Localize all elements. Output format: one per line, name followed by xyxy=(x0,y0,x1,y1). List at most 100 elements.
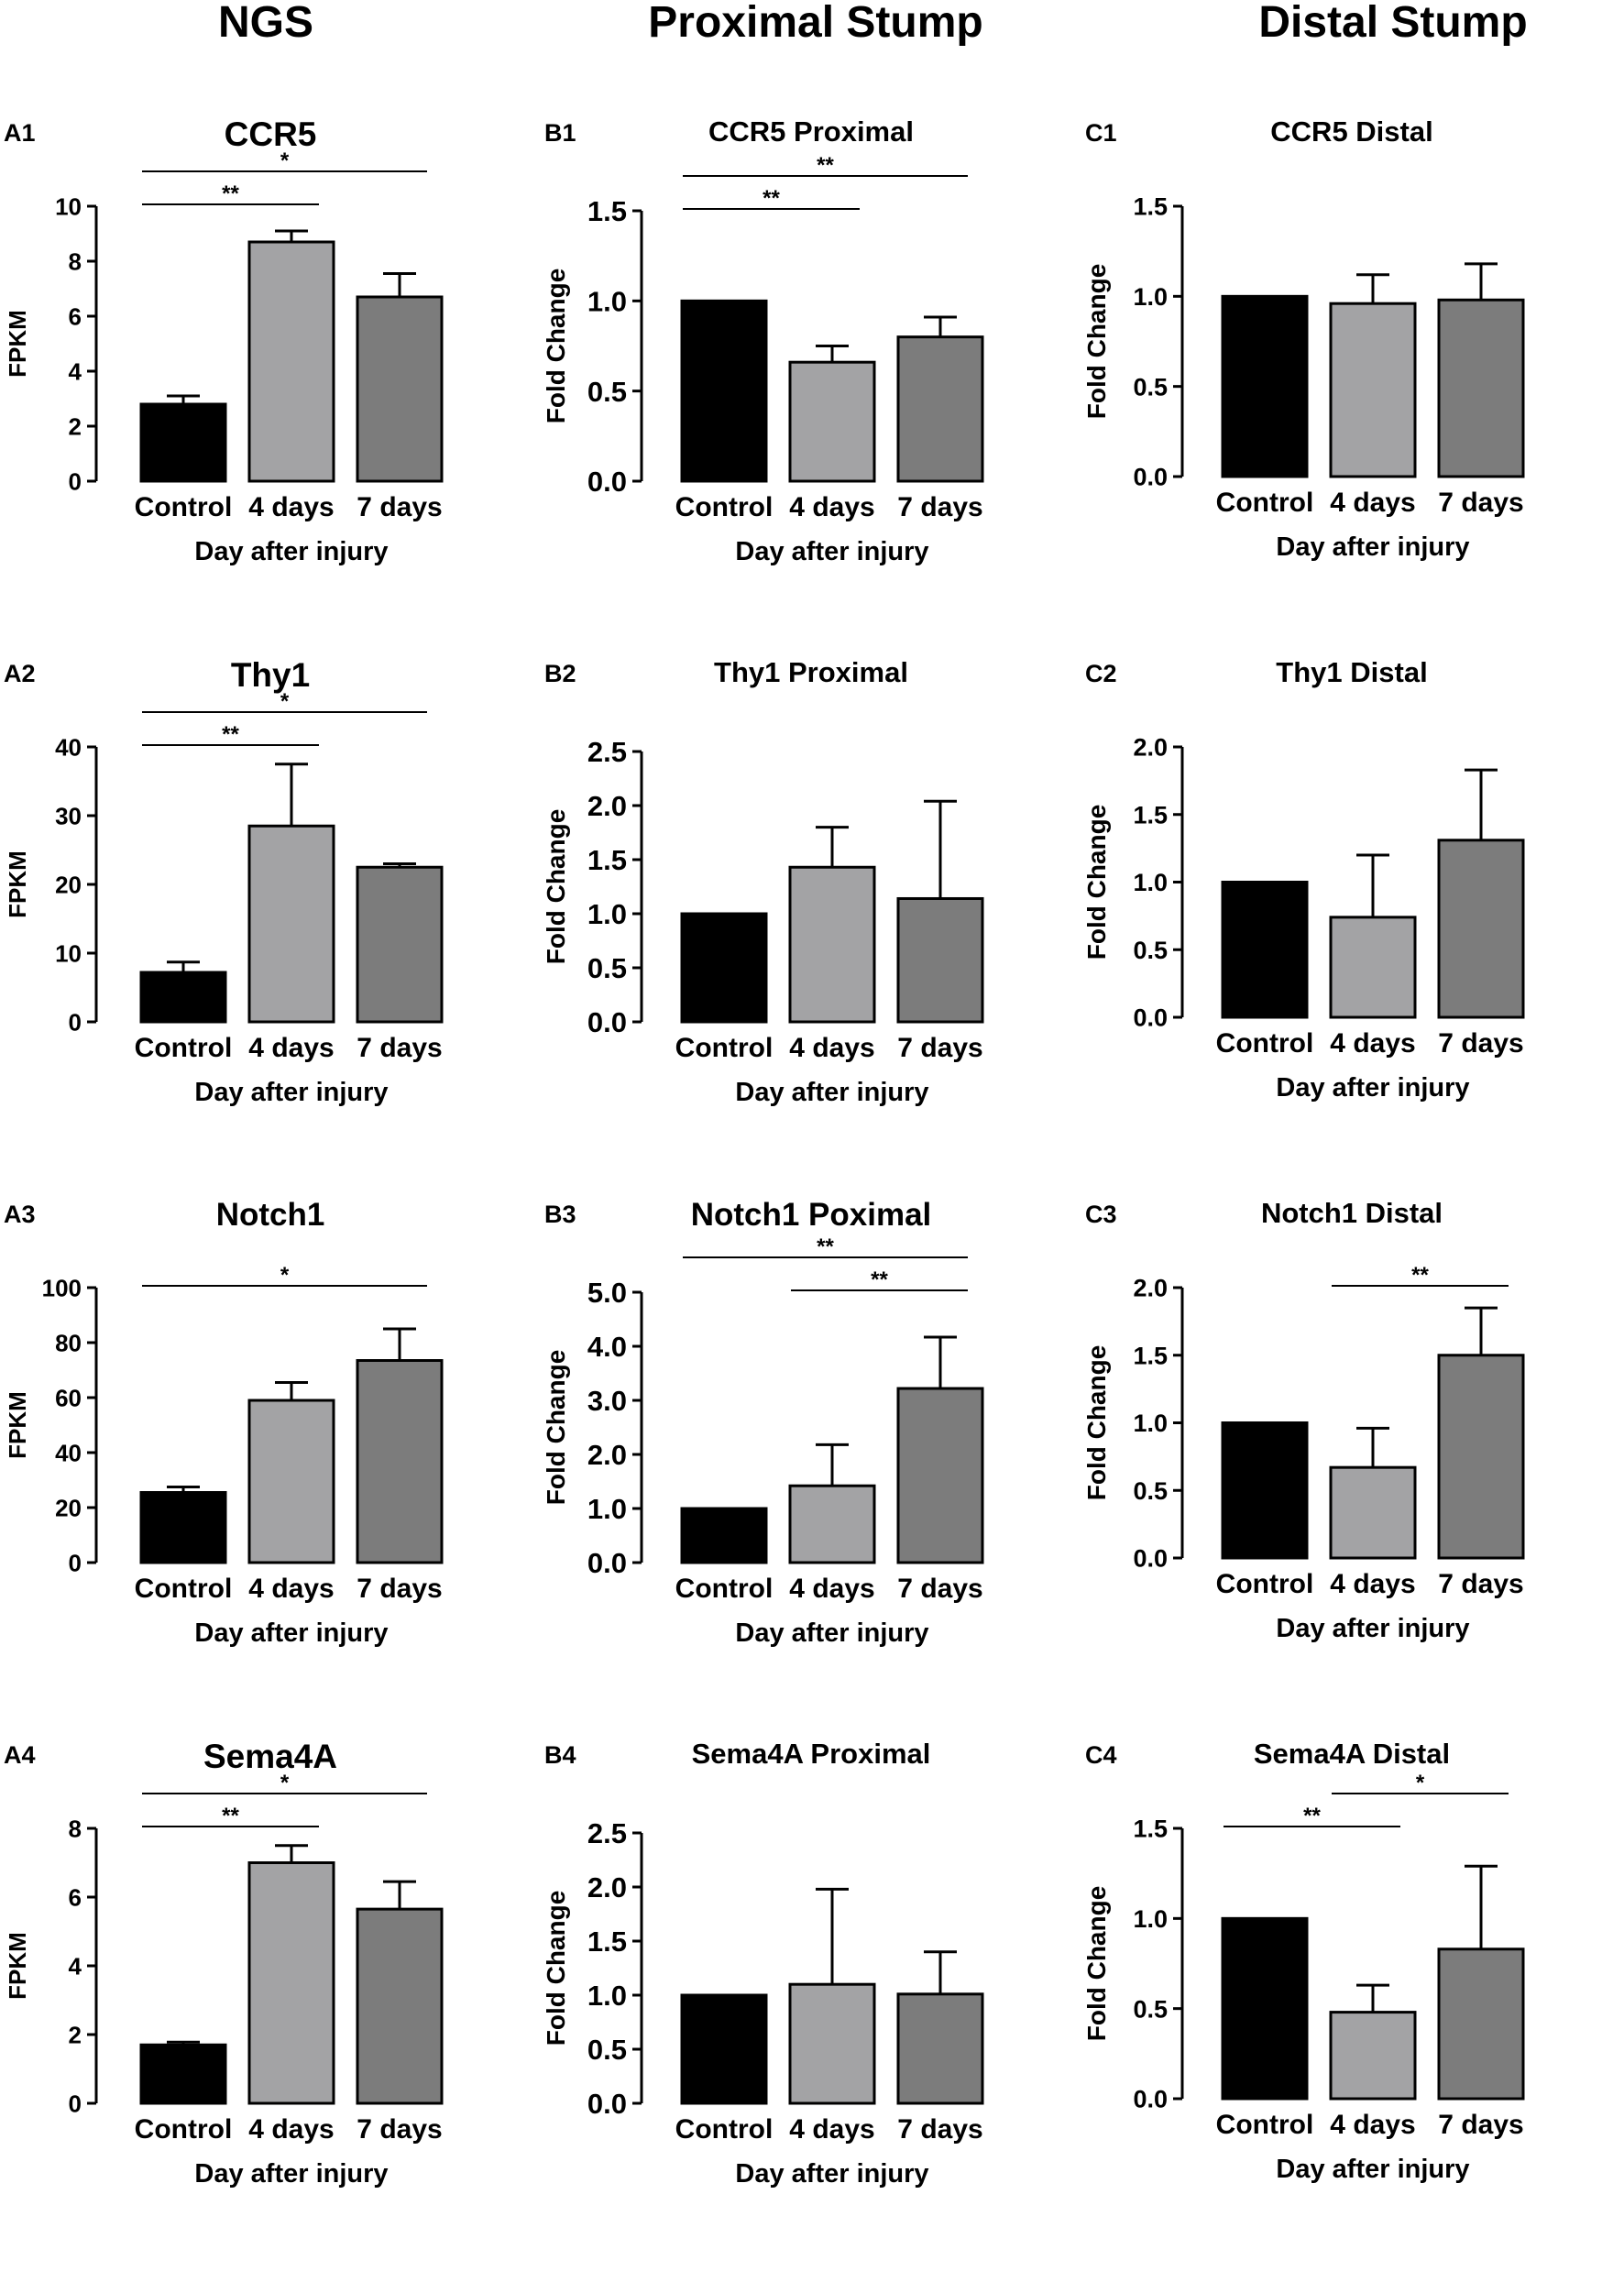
x-category-label: 4 days xyxy=(248,1574,334,1604)
chart-title: Notch1 xyxy=(215,1197,325,1233)
bar-4-days xyxy=(788,360,876,483)
x-category-label: 7 days xyxy=(1438,1569,1523,1599)
bar-7-days xyxy=(1437,839,1525,1019)
x-axis-title: Day after injury xyxy=(194,1618,388,1648)
y-tick-label: 0.0 xyxy=(1133,1004,1168,1032)
chart-title: Sema4A Distal xyxy=(1253,1738,1451,1770)
x-axis-title: Day after injury xyxy=(735,2159,928,2189)
x-category-label: 4 days xyxy=(1330,1569,1415,1599)
bar-7-days xyxy=(1437,298,1525,478)
chart-svg: 0.0 0.5 1.0 1.5 2.0 Fold Change Control 4 days 7… xyxy=(1082,734,1525,1103)
bar-4-days xyxy=(1329,1465,1417,1560)
bar-4-days xyxy=(788,1982,876,2105)
x-category-label: 7 days xyxy=(1438,1028,1523,1059)
panel-b1: B1 CCR5 Proximal 0.0 0.5 1.0 1.5 Fold Change… xyxy=(541,115,1081,660)
bar-control xyxy=(680,1507,768,1564)
panel-c1: C1 CCR5 Distal 0.0 0.5 1.0 1.5 Fold Change Co… xyxy=(1081,115,1622,660)
y-tick-label: 10 xyxy=(55,939,82,967)
y-tick-label: 1.5 xyxy=(587,195,627,227)
y-tick-label: 1.5 xyxy=(587,844,627,876)
y-axis-title: FPKM xyxy=(4,1932,31,2000)
y-axis-title: Fold Change xyxy=(542,269,570,424)
panel-b2: B2 Thy1 Proximal 0.0 0.5 1.0 1.5 2.0 2.5 Fold … xyxy=(541,656,1081,1201)
x-category-label: 7 days xyxy=(897,2114,982,2145)
y-tick-label: 2 xyxy=(69,412,82,440)
x-category-label: Control xyxy=(675,1033,774,1063)
panel-a1: A1 CCR5 0 2 4 6 8 10 FPKM Control 4 days 7 days Da… xyxy=(0,115,541,660)
chart-title: CCR5 Proximal xyxy=(708,115,914,148)
bar-4-days xyxy=(1329,916,1417,1019)
significance-label: ** xyxy=(222,1804,239,1828)
y-tick-label: 5.0 xyxy=(587,1277,627,1309)
y-tick-label: 0.0 xyxy=(587,466,627,498)
y-tick-label: 0 xyxy=(69,1549,82,1576)
bar-control xyxy=(1221,881,1309,1019)
y-tick-label: 2 xyxy=(69,2021,82,2048)
x-axis-title: Day after injury xyxy=(735,1078,928,1107)
panel-label: A4 xyxy=(4,1741,36,1769)
x-category-label: 7 days xyxy=(357,1033,442,1063)
y-tick-label: 2.0 xyxy=(1133,1275,1168,1302)
bar-4-days xyxy=(1329,2011,1417,2101)
x-axis-title: Day after injury xyxy=(1276,2155,1469,2184)
chart-svg: 0.0 0.5 1.0 1.5 Fold Change Control 4 days 7 da… xyxy=(1082,193,1525,562)
x-category-label: 7 days xyxy=(897,492,982,522)
y-tick-label: 0.0 xyxy=(587,2088,627,2120)
y-tick-label: 1.0 xyxy=(587,898,627,930)
y-tick-label: 0 xyxy=(69,1008,82,1036)
y-tick-label: 1.5 xyxy=(587,1925,627,1958)
y-tick-label: 8 xyxy=(69,247,82,275)
panel-label: C2 xyxy=(1085,660,1117,687)
y-tick-label: 40 xyxy=(55,733,82,761)
x-category-label: 4 days xyxy=(789,492,874,522)
bar-4-days xyxy=(247,1399,335,1564)
bar-7-days xyxy=(356,1907,444,2105)
chart-title: Thy1 Proximal xyxy=(714,656,908,688)
x-category-label: Control xyxy=(1216,488,1314,518)
significance-label: * xyxy=(280,148,290,173)
x-category-label: 7 days xyxy=(357,1574,442,1604)
bar-7-days xyxy=(356,1359,444,1564)
x-category-label: Control xyxy=(1216,1569,1314,1599)
y-tick-label: 2.0 xyxy=(587,1871,627,1903)
chart-title: Sema4A xyxy=(203,1738,338,1775)
column-header-ngs: NGS xyxy=(217,0,313,47)
x-category-label: 7 days xyxy=(897,1033,982,1063)
significance-label: * xyxy=(280,689,290,714)
y-tick-label: 1.0 xyxy=(1133,1410,1168,1437)
panel-a4: A4 Sema4A 0 2 4 6 8 FPKM Control 4 days 7 days Da… xyxy=(0,1738,541,2282)
x-category-label: 7 days xyxy=(1438,488,1523,518)
y-tick-label: 20 xyxy=(55,871,82,898)
bar-control xyxy=(1221,1916,1309,2101)
y-tick-label: 3.0 xyxy=(587,1385,627,1417)
panel-label: C3 xyxy=(1085,1201,1117,1228)
y-tick-label: 0.5 xyxy=(1133,1477,1168,1505)
x-axis-title: Day after injury xyxy=(1276,532,1469,562)
chart-svg: 0.0 0.5 1.0 1.5 Fold Change Control 4 days 7 da… xyxy=(1082,1771,1525,2184)
x-axis-title: Day after injury xyxy=(1276,1073,1469,1103)
significance-label: ** xyxy=(763,186,780,211)
significance-label: * xyxy=(280,1771,290,1795)
x-category-label: 7 days xyxy=(357,492,442,522)
bar-control xyxy=(1221,294,1309,478)
panel-a3: A3 Notch1 0 20 40 60 80 100 FPKM Control 4 days 7… xyxy=(0,1197,541,1741)
chart-svg: 0.0 0.5 1.0 1.5 2.0 Fold Change Control 4 days 7… xyxy=(1082,1263,1525,1643)
y-tick-label: 1.0 xyxy=(587,285,627,317)
bar-control xyxy=(139,971,227,1024)
panel-a2: A2 Thy1 0 10 20 30 40 FPKM Control 4 days 7 days… xyxy=(0,656,541,1201)
x-category-label: 4 days xyxy=(248,2114,334,2145)
x-category-label: 4 days xyxy=(789,1033,874,1063)
y-tick-label: 4 xyxy=(69,1952,82,1980)
y-tick-label: 2.0 xyxy=(587,790,627,822)
panel-label: C4 xyxy=(1085,1741,1117,1769)
x-category-label: 4 days xyxy=(789,1574,874,1604)
y-tick-label: 1.5 xyxy=(1133,1342,1168,1369)
y-tick-label: 0.5 xyxy=(1133,1995,1168,2023)
chart-title: Notch1 Poximal xyxy=(690,1197,932,1233)
y-tick-label: 100 xyxy=(42,1274,82,1301)
panel-label: A2 xyxy=(4,660,36,687)
y-tick-label: 2.5 xyxy=(587,736,627,768)
bar-4-days xyxy=(247,1861,335,2105)
y-axis-title: Fold Change xyxy=(1082,805,1111,960)
significance-label: ** xyxy=(222,181,239,206)
